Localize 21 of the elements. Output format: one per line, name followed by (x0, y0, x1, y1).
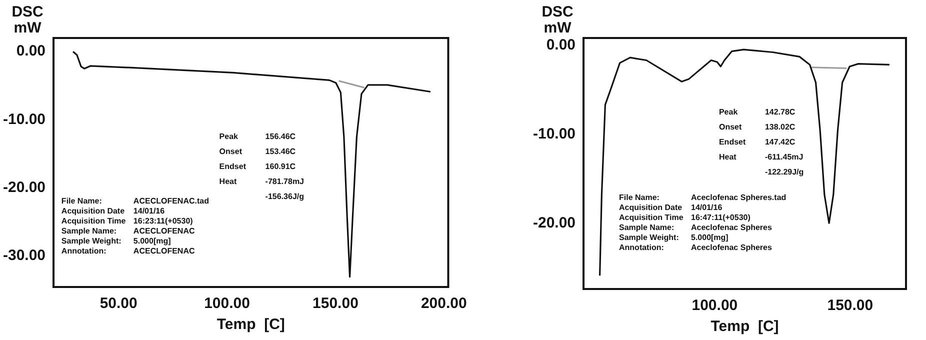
text: Peak 142.78C Onset 138.02C Endset 147.42C Heat -611.45mJ -122.29J/g (718, 107, 804, 176)
x-tick-label: 50.00 (100, 295, 138, 312)
x-axis-title: Temp [C] (710, 318, 779, 336)
y-tick-label: 0.00 (16, 42, 46, 60)
x-axis-title: Temp [C] (216, 316, 285, 334)
text: File Name: ACECLOFENAC.tad Acquisition Date 14/01/16 Acquisition Time 16:23:11(+0530) Sample Name: ACECLOFENAC Sample Weight: 5.000[mg] Annotation: ACECLOFENAC (61, 196, 209, 256)
y-tick-label: -10.00 (2, 110, 46, 128)
y-tick-label: -20.00 (2, 178, 46, 196)
x-tick-label: 200.00 (420, 295, 467, 312)
text: File Name: Aceclofenac Spheres.tad Acquisition Date 14/01/16 Acquisition Time 16:47:11(+0530) Sample Name: Aceclofenac Spheres Sample Weight: 5.000[mg] Annotation: Aceclofenac Spheres (619, 192, 786, 252)
y-tick-label: -10.00 (532, 125, 576, 142)
y-axis-title: DSC mW (12, 4, 44, 37)
y-tick-label: -20.00 (532, 214, 576, 232)
x-tick-label: 100.00 (204, 295, 250, 312)
y-tick-label: 0.00 (546, 36, 576, 54)
y-tick-label: -30.00 (2, 246, 46, 264)
x-tick-label: 100.00 (692, 297, 738, 314)
text: Peak 156.46C Onset 153.46C Endset 160.91C Heat -781.78mJ -156.36J/g (219, 132, 304, 201)
x-tick-label: 150.00 (312, 295, 358, 312)
x-tick-label: 150.00 (827, 297, 874, 314)
y-axis-title: DSC mW (542, 4, 574, 37)
